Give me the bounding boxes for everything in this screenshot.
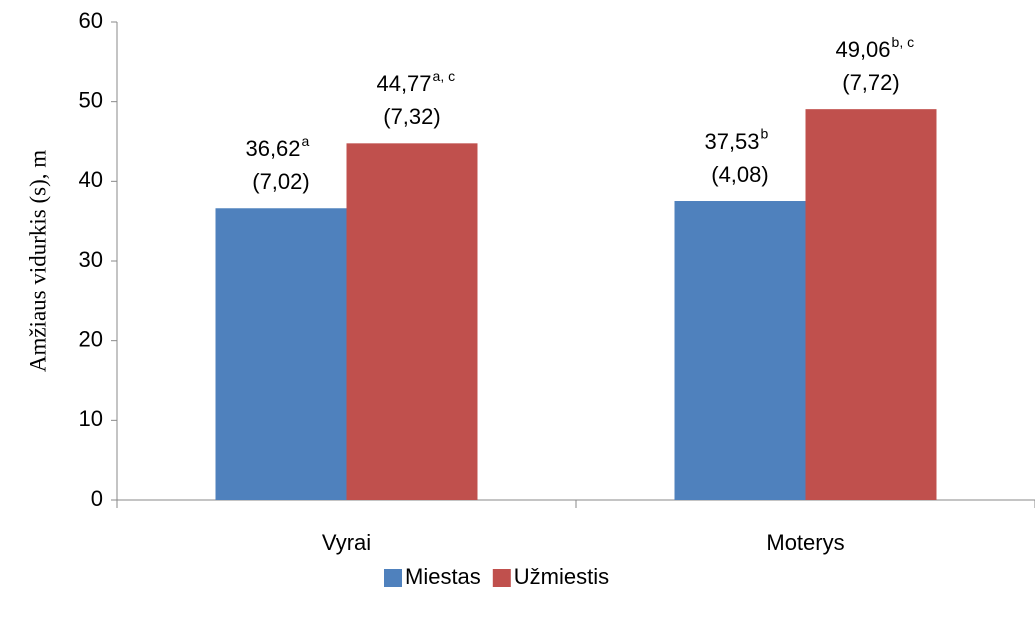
y-tick-label: 20 [79, 326, 103, 351]
legend-swatch [492, 569, 511, 587]
data-label: 37,53 [704, 129, 759, 154]
y-tick-label: 60 [79, 8, 103, 33]
legend-label: Užmiestis [514, 564, 609, 589]
data-label: 36,62 [245, 136, 300, 161]
y-axis-label: Amžiaus vidurkis (s), m [25, 150, 50, 372]
y-tick-label: 0 [91, 486, 103, 511]
legend-label: Miestas [405, 564, 481, 589]
y-tick-label: 40 [79, 167, 103, 192]
x-tick-label: Vyrai [322, 530, 371, 555]
y-tick-label: 10 [79, 406, 103, 431]
bar [674, 201, 806, 501]
data-label: 44,77 [376, 71, 431, 96]
bar [346, 143, 478, 500]
data-label-superscript: a, c [433, 68, 456, 84]
sd-label: (7,72) [842, 70, 899, 95]
sd-label: (7,32) [383, 104, 440, 129]
data-label: 49,06 [835, 37, 890, 62]
data-label-superscript: a [302, 133, 310, 149]
legend-swatch [384, 569, 402, 587]
bar [215, 208, 347, 500]
sd-label: (4,08) [711, 162, 768, 187]
x-tick-label: Moterys [766, 530, 844, 555]
y-tick-label: 50 [79, 87, 103, 112]
data-label-superscript: b, c [892, 34, 915, 50]
y-tick-label: 30 [79, 247, 103, 272]
data-label-superscript: b [761, 126, 769, 142]
bar [805, 109, 937, 500]
sd-label: (7,02) [252, 169, 309, 194]
